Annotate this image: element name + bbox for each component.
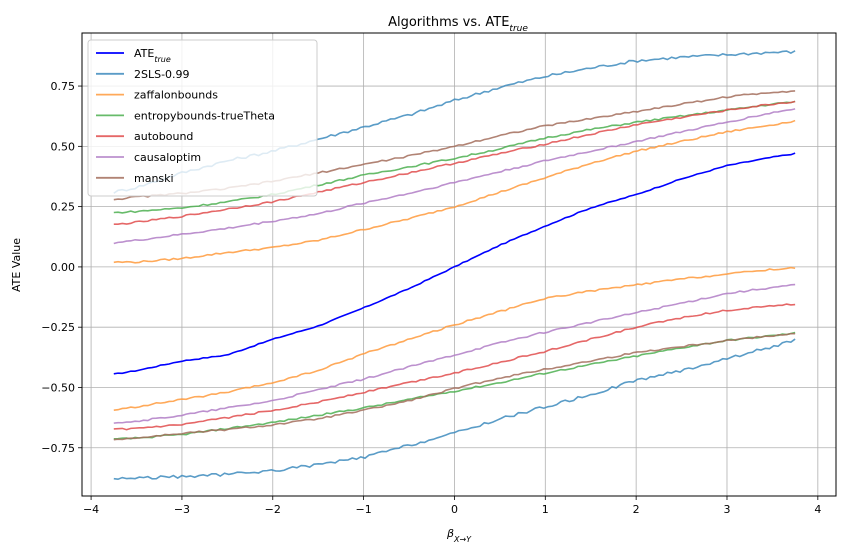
y-tick-label: 0.75 xyxy=(51,80,76,93)
y-axis-label: ATE Value xyxy=(10,238,23,292)
plot-area-frame xyxy=(81,32,837,497)
x-tick-label: 3 xyxy=(723,503,730,516)
series-zaffalonbounds-upper xyxy=(113,119,796,264)
series-autobound-upper xyxy=(113,100,796,225)
legend-label: zaffalonbounds xyxy=(134,89,218,102)
legend-label: 2SLS-0.99 xyxy=(134,68,190,81)
y-tick-label: −0.50 xyxy=(41,381,75,394)
series-zaffalonbounds-lower xyxy=(113,266,796,411)
series-manski-lower xyxy=(113,332,796,441)
x-tick-label: 2 xyxy=(633,503,640,516)
series-autobound-lower xyxy=(113,303,796,431)
series-causaloptim-lower xyxy=(113,283,796,424)
y-axis: −0.75 −0.50 −0.25 0.00 0.25 0.50 0.75 xyxy=(41,80,82,455)
x-axis: −4 −3 −2 −1 0 1 2 3 4 xyxy=(83,496,821,516)
legend: ATEtrue 2SLS-0.99 zaffalonbounds entropybou… xyxy=(87,39,318,197)
series-entropybounds-truetheta-upper xyxy=(113,100,796,214)
y-tick-label: 0.00 xyxy=(51,261,76,274)
x-tick-label: −2 xyxy=(265,503,281,516)
x-tick-label: 1 xyxy=(542,503,549,516)
x-tick-label: 4 xyxy=(814,503,821,516)
legend-label: causaloptim xyxy=(134,151,201,164)
series-lines xyxy=(113,50,796,481)
series-2sls-0-99-lower xyxy=(113,338,796,481)
y-tick-label: −0.75 xyxy=(41,442,75,455)
x-tick-label: 0 xyxy=(451,503,458,516)
grid xyxy=(82,33,836,496)
x-tick-label: −1 xyxy=(356,503,372,516)
y-tick-label: −0.25 xyxy=(41,321,75,334)
legend-box xyxy=(87,39,318,197)
legend-label: entropybounds-trueTheta xyxy=(134,109,275,122)
legend-label: autobound xyxy=(134,130,193,143)
y-tick-label: 0.50 xyxy=(51,140,76,153)
y-tick-label: 0.25 xyxy=(51,201,76,214)
chart-title: Algorithms vs. ATEtrue xyxy=(388,15,528,34)
series-ate-upper xyxy=(113,152,796,375)
series-causaloptim-upper xyxy=(113,108,796,245)
x-tick-label: −3 xyxy=(174,503,190,516)
x-tick-label: −4 xyxy=(83,503,99,516)
legend-label: ATEtrue xyxy=(134,47,171,64)
legend-label: manski xyxy=(134,172,174,185)
x-axis-label: βX→Y xyxy=(446,527,472,544)
